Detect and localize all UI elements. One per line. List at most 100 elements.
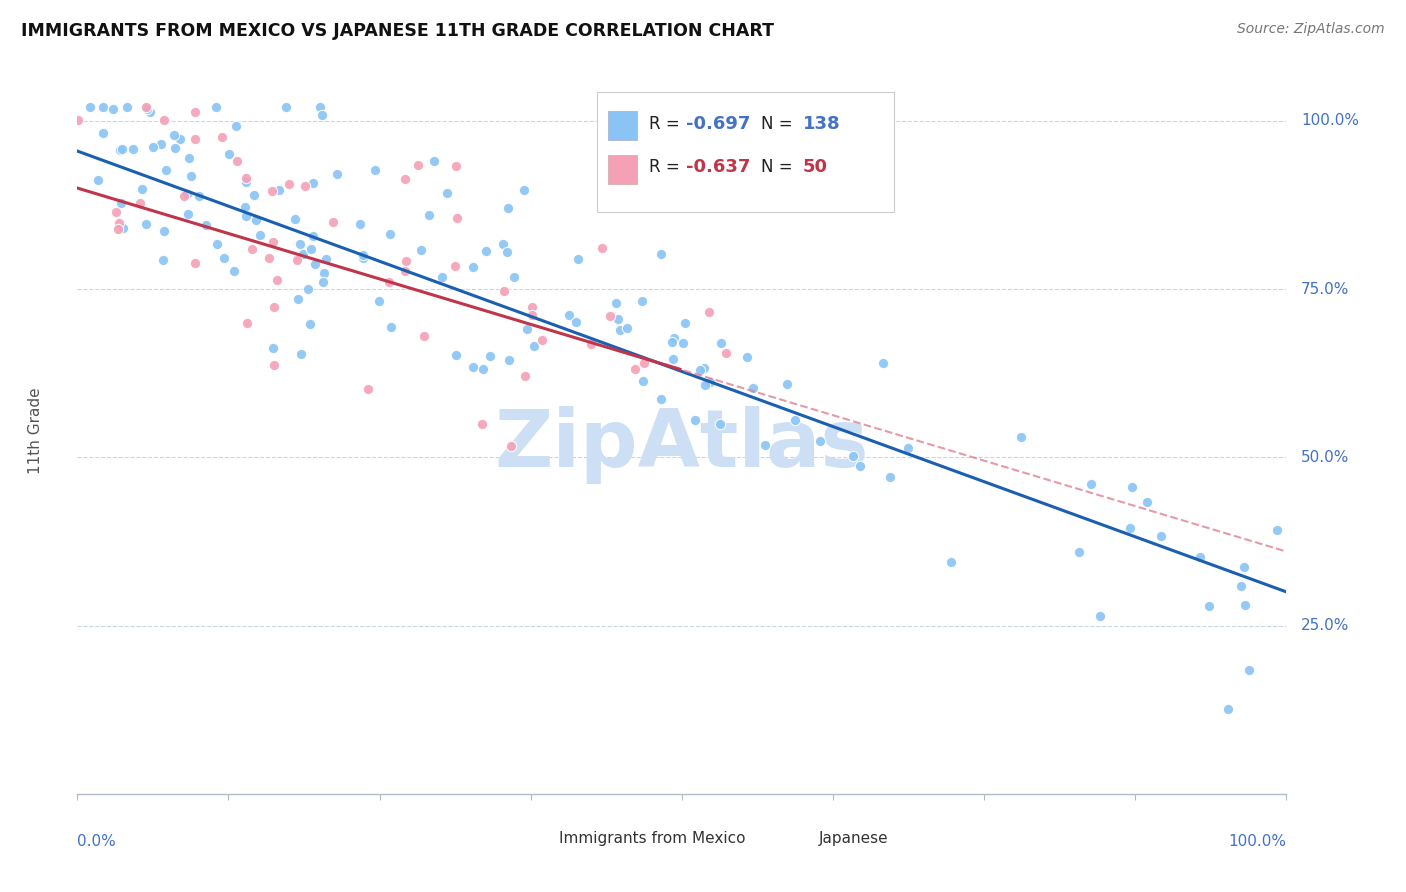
Point (128, 196, 150, 211)
Point (710, 336, 733, 351)
Point (709, 417, 731, 431)
Point (693, 377, 716, 392)
Point (1230, 579, 1253, 593)
Point (267, 182, 290, 196)
FancyBboxPatch shape (783, 829, 813, 848)
Point (380, 320, 402, 334)
Point (173, 188, 195, 202)
Point (311, 275, 333, 289)
Point (492, 285, 515, 299)
Point (430, 270, 453, 285)
Point (472, 361, 495, 376)
Point (131, 181, 153, 195)
Point (463, 260, 485, 275)
Point (187, 189, 209, 203)
Point (163, 141, 186, 155)
Point (263, 358, 285, 372)
Point (591, 241, 613, 255)
Point (122, 142, 145, 156)
Point (579, 337, 602, 351)
Point (741, 381, 763, 395)
Point (152, 253, 174, 268)
Point (233, 200, 256, 214)
Point (607, 311, 630, 326)
Point (1069, 545, 1091, 559)
Point (502, 269, 524, 284)
Point (808, 434, 831, 448)
Point (235, 209, 257, 223)
Point (776, 377, 799, 392)
Point (297, 282, 319, 296)
Point (163, 128, 186, 142)
Point (299, 242, 322, 256)
Point (155, 162, 177, 177)
Text: 100.0%: 100.0% (1229, 834, 1286, 849)
Point (93, 126, 115, 140)
Point (558, 308, 581, 322)
FancyBboxPatch shape (609, 112, 637, 140)
Point (194, 218, 217, 232)
Point (630, 294, 652, 309)
Point (520, 308, 543, 322)
Point (699, 376, 721, 390)
Point (142, 139, 165, 153)
Point (218, 146, 240, 161)
Point (302, 228, 325, 243)
FancyBboxPatch shape (609, 155, 637, 184)
Point (418, 208, 440, 222)
Point (567, 252, 589, 266)
Point (516, 322, 538, 336)
Point (616, 321, 638, 335)
Text: -0.637: -0.637 (686, 158, 749, 177)
Point (177, 207, 200, 221)
Point (395, 253, 418, 268)
Point (139, 105, 162, 120)
Text: R =: R = (650, 114, 685, 133)
Point (662, 331, 685, 345)
Point (352, 251, 374, 265)
Point (79, 100, 101, 114)
Point (278, 178, 301, 192)
Text: 50: 50 (803, 158, 828, 177)
Point (311, 107, 333, 121)
Point (378, 275, 401, 289)
Point (287, 292, 309, 306)
Point (378, 227, 401, 242)
Point (302, 176, 325, 190)
Point (1234, 599, 1257, 613)
Point (205, 236, 228, 251)
Text: Japanese: Japanese (818, 830, 889, 846)
Point (394, 172, 416, 186)
Point (184, 132, 207, 146)
Point (496, 245, 519, 260)
Point (689, 363, 711, 377)
Point (299, 318, 322, 332)
Point (1216, 702, 1239, 716)
Point (624, 361, 647, 376)
Point (262, 184, 284, 198)
Point (110, 143, 132, 157)
Point (842, 449, 865, 463)
Text: Source: ZipAtlas.com: Source: ZipAtlas.com (1237, 22, 1385, 37)
Point (633, 356, 655, 370)
Point (650, 247, 672, 261)
Point (872, 356, 894, 370)
Point (262, 341, 284, 355)
Point (86, 173, 108, 187)
Point (107, 222, 129, 236)
Point (599, 309, 621, 323)
Point (135, 100, 157, 114)
Point (1080, 476, 1102, 491)
Text: 11th Grade: 11th Grade (28, 387, 42, 474)
Point (411, 244, 433, 258)
Point (443, 259, 465, 273)
Point (349, 218, 371, 232)
Point (501, 439, 523, 453)
Text: 100.0%: 100.0% (1301, 113, 1360, 128)
Point (1010, 430, 1032, 444)
Point (212, 251, 235, 265)
Point (357, 382, 380, 396)
Point (205, 100, 228, 114)
Text: R =: R = (650, 158, 685, 177)
Point (180, 169, 202, 184)
